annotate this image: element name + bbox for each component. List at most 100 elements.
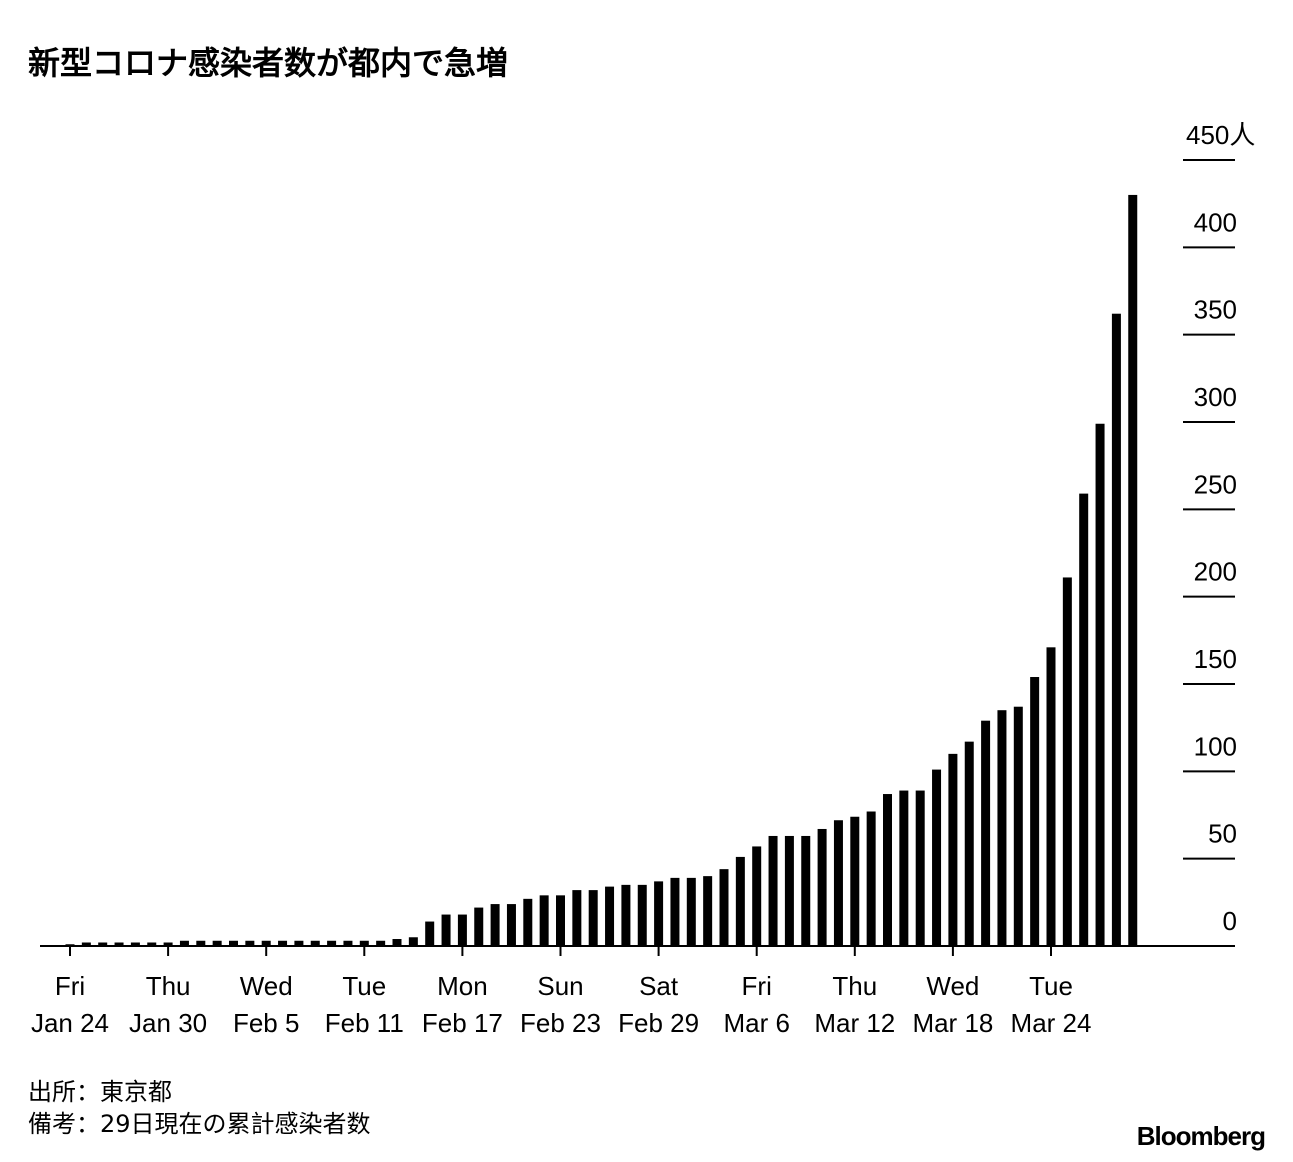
bar	[147, 942, 157, 946]
bar	[98, 942, 108, 946]
bar	[474, 907, 484, 946]
bar	[572, 890, 582, 946]
bar	[506, 904, 516, 946]
x-tick-weekday: Sun	[537, 971, 583, 1001]
bar	[637, 884, 647, 946]
x-tick-label: Jan 24	[31, 1008, 109, 1038]
bar	[654, 881, 664, 946]
bar	[719, 869, 729, 946]
bar	[556, 895, 565, 946]
bar	[539, 895, 549, 946]
bar	[1030, 677, 1040, 946]
y-tick-label: 450人	[1186, 120, 1255, 150]
bar	[408, 937, 418, 946]
bar	[343, 940, 353, 946]
source: 出所：東京都	[28, 1078, 172, 1106]
bar	[621, 884, 631, 946]
bar	[457, 914, 467, 946]
bar	[1079, 493, 1089, 946]
bar	[310, 940, 320, 946]
bar	[948, 753, 958, 946]
bar	[605, 886, 615, 946]
bar	[376, 940, 386, 946]
x-tick-label: Jan 30	[129, 1008, 207, 1038]
bar	[212, 940, 222, 946]
bar	[997, 710, 1007, 946]
bar	[981, 720, 991, 946]
bar	[196, 940, 206, 946]
y-tick-label: 150	[1194, 644, 1237, 674]
bar	[752, 846, 762, 946]
bar	[588, 890, 598, 946]
bar	[425, 921, 435, 946]
bar	[703, 876, 713, 946]
bar	[801, 835, 811, 946]
bar	[866, 811, 876, 946]
bar	[1013, 706, 1023, 946]
bar	[327, 940, 337, 946]
bar	[1128, 194, 1138, 946]
bar	[392, 939, 402, 946]
bar	[278, 940, 288, 946]
x-tick-label: Feb 29	[618, 1008, 699, 1038]
bar	[490, 904, 500, 946]
y-tick-label: 0	[1223, 906, 1237, 936]
bar	[899, 790, 909, 946]
x-tick-label: Mar 12	[814, 1008, 895, 1038]
x-tick-label: Mar 6	[723, 1008, 789, 1038]
bar	[817, 828, 827, 946]
bar	[1111, 313, 1121, 946]
bar	[833, 820, 843, 946]
bar	[1095, 423, 1105, 946]
x-tick-label: Mar 18	[912, 1008, 993, 1038]
bar	[686, 877, 696, 946]
bar	[359, 940, 369, 946]
note: 備考：29日現在の累計感染者数	[28, 1110, 371, 1138]
bar	[163, 942, 173, 946]
x-tick-label: Mar 24	[1011, 1008, 1092, 1038]
x-tick-weekday: Tue	[342, 971, 386, 1001]
x-tick-weekday: Thu	[832, 971, 877, 1001]
x-tick-weekday: Tue	[1029, 971, 1073, 1001]
y-tick-label: 100	[1194, 731, 1237, 761]
bar	[229, 940, 238, 946]
y-tick-label: 300	[1194, 382, 1237, 412]
x-tick-weekday: Wed	[926, 971, 979, 1001]
bar	[65, 944, 75, 946]
bar	[883, 794, 892, 946]
x-tick-weekday: Mon	[437, 971, 488, 1001]
y-tick-label: 350	[1194, 295, 1237, 325]
y-tick-label: 400	[1194, 207, 1237, 237]
bar	[670, 877, 680, 946]
bar	[850, 816, 860, 946]
x-tick-label: Feb 17	[422, 1008, 503, 1038]
y-tick-label: 50	[1208, 819, 1237, 849]
x-tick-label: Feb 11	[325, 1008, 404, 1038]
bar	[245, 940, 255, 946]
bar	[294, 940, 304, 946]
bar	[915, 790, 925, 946]
x-tick-label: Feb 23	[520, 1008, 601, 1038]
bar	[784, 835, 794, 946]
bar	[523, 898, 533, 946]
brand-logo: Bloomberg	[1137, 1121, 1265, 1151]
bar	[441, 914, 451, 946]
bar	[130, 942, 140, 946]
bar	[735, 856, 745, 946]
y-tick-label: 250	[1194, 469, 1237, 499]
bar	[179, 940, 189, 946]
bar	[1046, 647, 1056, 946]
bar	[768, 835, 778, 946]
bar	[932, 769, 942, 946]
bar	[261, 940, 271, 946]
bar	[1062, 577, 1072, 946]
x-tick-label: Feb 5	[233, 1008, 300, 1038]
bar	[81, 942, 91, 946]
x-tick-weekday: Fri	[742, 971, 772, 1001]
x-tick-weekday: Wed	[240, 971, 293, 1001]
bar	[114, 942, 124, 946]
y-tick-label: 200	[1194, 557, 1237, 587]
x-tick-weekday: Sat	[639, 971, 679, 1001]
